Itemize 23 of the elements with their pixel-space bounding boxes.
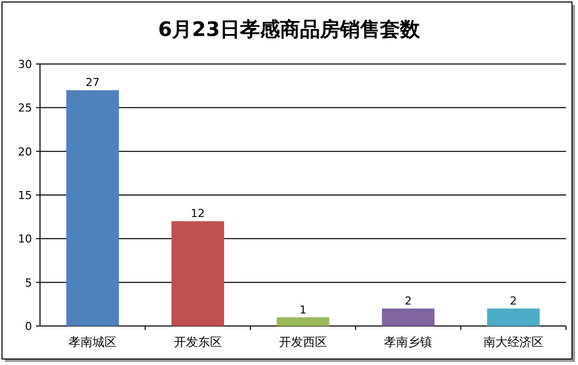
- data-label: 27: [86, 76, 100, 90]
- bar: [487, 308, 540, 326]
- x-tick-label: 南大经济区: [483, 335, 544, 349]
- y-tick-label: 25: [18, 102, 32, 115]
- bar: [382, 308, 434, 326]
- data-label: 2: [404, 294, 412, 308]
- y-tick-label: 30: [18, 58, 32, 71]
- x-tick-label: 孝南乡镇: [384, 335, 432, 349]
- x-tick-label: 开发东区: [174, 335, 222, 349]
- bar: [172, 221, 224, 326]
- y-tick-label: 5: [25, 276, 32, 290]
- data-label: 1: [300, 303, 306, 316]
- data-label: 2: [510, 294, 517, 308]
- x-tick-label: 孝南城区: [68, 335, 117, 349]
- bar: [66, 90, 119, 326]
- x-tick-label: 开发西区: [279, 335, 327, 349]
- bar: [276, 317, 330, 326]
- y-tick-label: 20: [18, 145, 32, 158]
- y-tick-label: 10: [18, 232, 32, 246]
- data-label: 12: [190, 207, 205, 220]
- chart-title: 6月23日孝感商品房销售套数: [158, 17, 421, 41]
- y-tick-label: 15: [18, 189, 32, 202]
- y-tick-label: 0: [25, 320, 32, 333]
